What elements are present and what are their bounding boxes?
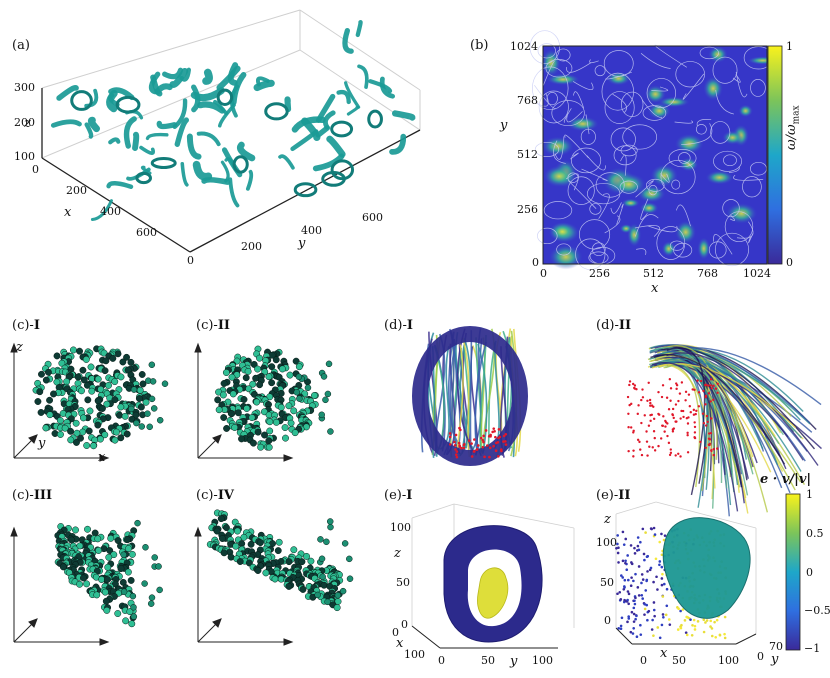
b-cbar-tick-0: 0 (786, 256, 793, 269)
e1-x-label: x (396, 636, 404, 651)
c1-x-label: x (98, 450, 106, 465)
c1-particles (32, 345, 169, 450)
b-y-tick-512: 512 (517, 148, 538, 161)
panel-e2-label: (e)-II (596, 488, 631, 503)
e1-z-tick-0: 0 (401, 618, 408, 631)
c4-axes (194, 526, 294, 646)
e2-y-tick-70: 70 (769, 640, 783, 653)
panel-c3-label: (c)-III (12, 488, 53, 503)
panel-b-label: (b) (470, 38, 489, 53)
d2-streamlines (626, 344, 822, 517)
a-y-tick-200: 200 (241, 240, 262, 253)
vorticity-field (529, 30, 778, 270)
e1-y-label: y (510, 654, 518, 669)
b-y-tick-0: 0 (532, 256, 539, 269)
a-x-label: x (64, 205, 72, 220)
e2-y-tick-0: 0 (757, 650, 764, 663)
panel-a-axes (41, 9, 421, 253)
a-y-label: y (298, 236, 306, 251)
panel-d2-label: (d)-II (596, 318, 632, 333)
b-x-tick-512: 512 (643, 267, 664, 280)
e2-cbar-tick-1: 1 (806, 488, 813, 501)
panel-c2-label: (c)-II (196, 318, 230, 333)
e2-axes (615, 501, 757, 645)
c1-z-label: z (16, 340, 23, 355)
e2-z-tick-0: 0 (604, 614, 611, 627)
e2-z-tick-100: 100 (596, 536, 617, 549)
b-x-tick-1024: 1024 (743, 267, 771, 280)
e2-colorbar (785, 493, 801, 651)
c3-particles (54, 519, 163, 628)
c2-particles (214, 345, 334, 451)
e2-colorbar-title: e · v/|v| (760, 472, 812, 487)
panel-a-label: (a) (12, 38, 30, 53)
a-x-tick-200: 200 (66, 184, 87, 197)
a-y-tick-400: 400 (301, 224, 322, 237)
panel-d1-label: (d)-I (384, 318, 413, 333)
a-x-tick-400: 400 (100, 205, 121, 218)
e2-x-label: x (660, 646, 668, 661)
c4-particles (206, 509, 354, 612)
e2-z-tick-50: 50 (600, 576, 614, 589)
b-x-tick-256: 256 (589, 267, 610, 280)
e2-z-label: z (604, 512, 611, 527)
b-colorbar (767, 45, 783, 265)
panel-c1-label: (c)-I (12, 318, 40, 333)
panel-e1-label: (e)-I (384, 488, 413, 503)
a-z-tick-300: 300 (14, 81, 35, 94)
e1-z-label: z (394, 546, 401, 561)
c1-y-label: y (38, 436, 46, 451)
e1-z-tick-100: 100 (390, 521, 411, 534)
e2-cbar-tick-0.5: 0.5 (806, 527, 824, 540)
e1-y-tick-100: 100 (532, 654, 553, 667)
a-y-tick-0: 0 (187, 254, 194, 267)
e2-x-tick-0: 0 (640, 654, 647, 667)
a-x-tick-0: 0 (32, 163, 39, 176)
c2-axes (194, 342, 294, 462)
e2-cbar-tick-0: 0 (806, 566, 813, 579)
b-x-tick-0: 0 (540, 267, 547, 280)
b-x-label: x (651, 281, 659, 296)
a-y-tick-600: 600 (362, 211, 383, 224)
a-x-tick-600: 600 (136, 226, 157, 239)
e1-axes (411, 503, 575, 649)
a-z-tick-200: 200 (14, 116, 35, 129)
e2-x-tick-50: 50 (672, 654, 686, 667)
e2-cbar-tick--0.5: −0.5 (804, 604, 830, 617)
c1-axes (10, 342, 110, 462)
c3-axes (10, 526, 110, 646)
b-colorbar-label: ω/ωmax (784, 105, 802, 150)
b-y-tick-256: 256 (517, 203, 538, 216)
e1-x-tick-0: 0 (392, 626, 399, 639)
e1-y-tick-0: 0 (438, 654, 445, 667)
panel-c4-label: (c)-IV (196, 488, 234, 503)
b-x-tick-768: 768 (697, 267, 718, 280)
e2-cbar-tick--1: −1 (804, 642, 821, 655)
b-y-tick-768: 768 (517, 94, 538, 107)
b-cbar-tick-1: 1 (786, 40, 793, 53)
e2-y-label: y (771, 652, 779, 667)
d1-vortex-ring (412, 326, 528, 466)
a-z-label: z (24, 116, 31, 131)
e1-y-tick-50: 50 (481, 654, 495, 667)
e1-x-tick-100: 100 (404, 648, 425, 661)
e1-z-tick-50: 50 (396, 576, 410, 589)
a-z-tick-100: 100 (14, 150, 35, 163)
b-y-label: y (500, 118, 508, 133)
b-y-tick-1024: 1024 (510, 40, 538, 53)
e2-x-tick-100: 100 (718, 654, 739, 667)
